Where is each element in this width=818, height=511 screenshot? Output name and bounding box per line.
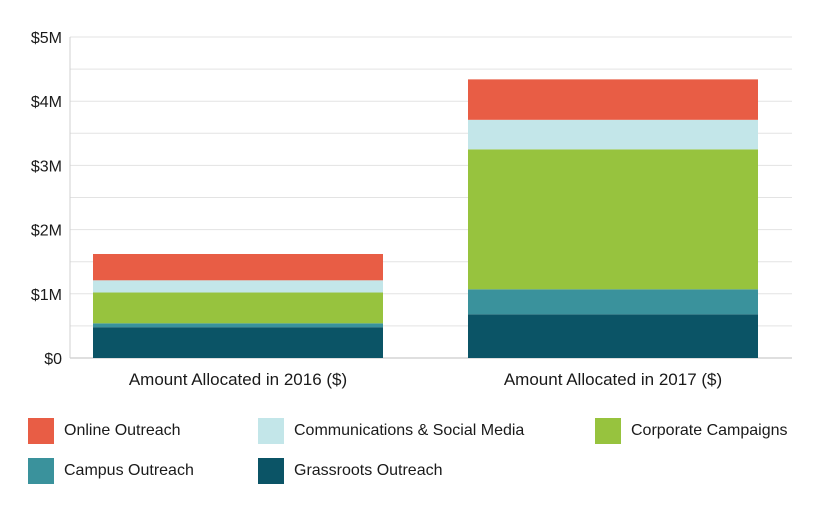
legend-swatch <box>258 458 284 484</box>
legend-item: Communications & Social Media <box>258 418 524 444</box>
legend-item: Campus Outreach <box>28 458 194 484</box>
bar-segment <box>93 280 383 293</box>
bar-segment <box>468 314 758 358</box>
y-tick-label: $5M <box>31 30 62 47</box>
bar-segment <box>93 292 383 324</box>
y-tick-label: $1M <box>31 287 62 304</box>
legend-swatch <box>28 458 54 484</box>
x-axis-categories: Amount Allocated in 2016 ($) Amount Alloc… <box>129 370 722 389</box>
bars <box>93 79 758 358</box>
legend-swatch <box>258 418 284 444</box>
legend: Online Outreach Communications & Social M… <box>0 410 818 500</box>
x-category-label: Amount Allocated in 2017 ($) <box>504 370 722 389</box>
bar-segment <box>468 119 758 150</box>
legend-item: Online Outreach <box>28 418 181 444</box>
legend-swatch <box>595 418 621 444</box>
bar-segment <box>468 149 758 290</box>
bar-segment <box>93 323 383 328</box>
legend-label: Grassroots Outreach <box>294 462 443 479</box>
legend-item: Corporate Campaigns <box>595 418 788 444</box>
legend-label: Online Outreach <box>64 422 181 439</box>
y-tick-label: $3M <box>31 158 62 175</box>
bar-segment <box>468 289 758 315</box>
stacked-bar-chart: $0 $1M $2M $3M $4M $5M Amount Allocated in 20… <box>31 30 792 389</box>
legend-label: Communications & Social Media <box>294 422 525 439</box>
y-tick-label: $0 <box>44 351 62 368</box>
y-tick-label: $4M <box>31 94 62 111</box>
bar-segment <box>93 253 383 281</box>
bar-segment <box>93 327 383 358</box>
y-tick-label: $2M <box>31 223 62 240</box>
legend-item: Grassroots Outreach <box>258 458 443 484</box>
bar-segment <box>468 79 758 120</box>
y-axis-ticks: $0 $1M $2M $3M $4M $5M <box>31 30 62 368</box>
legend-label: Campus Outreach <box>64 462 194 479</box>
x-category-label: Amount Allocated in 2016 ($) <box>129 370 347 389</box>
legend-label: Corporate Campaigns <box>631 422 788 439</box>
legend-swatch <box>28 418 54 444</box>
